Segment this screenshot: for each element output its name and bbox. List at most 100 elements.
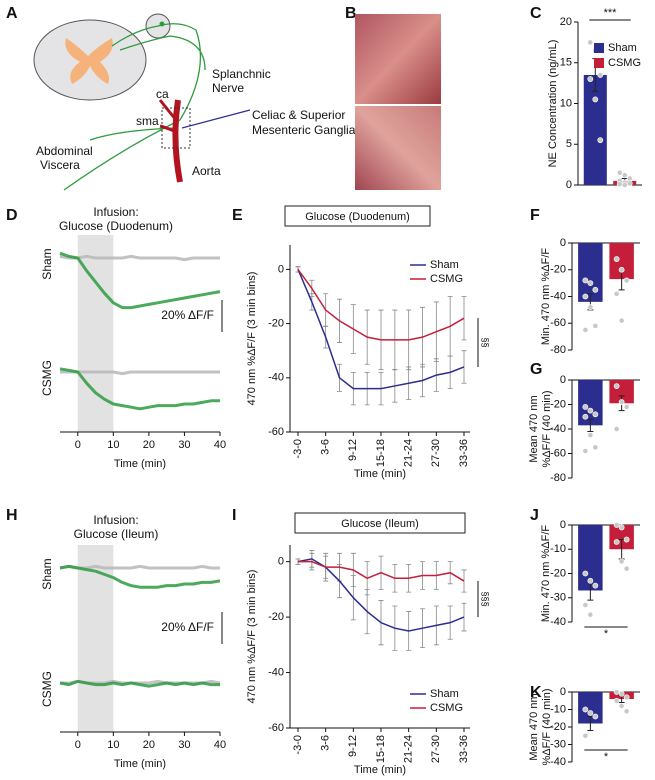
x-tick-label: 21-24 [403,735,415,763]
trace [59,251,221,310]
trace [59,254,220,262]
y-axis-label: %ΔF/F (40 min) [541,390,553,467]
y-tick-label: 20 [560,16,572,28]
panel-letter: E [232,207,243,224]
label: Nerve [212,81,244,95]
series-line [297,268,465,341]
y-tick-label: -10 [550,703,566,715]
panel-letter: D [6,207,18,224]
legend-label: CSMG [430,273,463,285]
data-point [613,256,620,262]
y-tick-label: -40 [268,666,284,678]
y-tick-label: 15 [560,57,572,69]
trace [60,370,220,376]
x-tick-label: 10 [107,439,119,451]
row-label: CSMG [40,360,54,396]
data-point [618,690,625,697]
data-point [582,448,589,454]
x-tick-label: 10 [107,739,119,751]
trace [59,564,220,570]
x-tick-label: 20 [143,439,155,451]
y-tick-label: -10 [550,543,566,555]
chart-title: Glucose (Ileum) [74,527,159,541]
photo [355,14,441,104]
data-point [618,317,625,324]
data-point [592,96,599,103]
chart-title: Glucose (Duodenum) [305,211,410,223]
x-tick-label: 3-6 [320,439,332,455]
y-tick-label: 0 [560,686,566,698]
chart-title: Infusion: [93,513,138,527]
x-axis-label: Time (min) [114,458,166,470]
data-point [582,570,589,577]
data-point [587,577,594,584]
panel-letter: K [530,684,542,701]
data-point [587,76,594,82]
data-point [623,536,630,543]
significance-label: §§§ [481,592,491,607]
panel-letter: I [232,507,236,524]
data-point [621,172,628,179]
row-label: Sham [40,248,54,279]
trace [59,564,221,589]
y-tick-label: 0 [278,556,284,568]
data-point [587,304,594,311]
x-axis-label: Time (min) [354,468,406,480]
error-bar [587,418,594,432]
scale-bar-label: 20% ΔF/F [161,620,214,634]
y-tick-label: 5 [566,138,572,150]
gray-matter [65,38,113,84]
y-tick-label: -40 [550,756,566,768]
data-point [618,266,625,273]
data-point [613,522,620,528]
x-tick-label: 9-12 [347,735,359,757]
significance-label: §§ [481,338,491,348]
y-tick-label: -30 [550,592,566,604]
panel-letter: F [530,207,540,224]
data-point [623,694,630,701]
y-tick-label: 0 [560,374,566,386]
label: Mesenteric Ganglia [252,123,356,137]
panel-letter: G [530,361,542,378]
legend-label: Sham [430,688,459,700]
panel-letter: J [530,507,539,524]
y-axis-label: Min. 470 nm %ΔF/F [540,525,552,622]
y-axis-label: 470 nm %ΔF/F (3 min bins) [246,570,258,704]
y-tick-label: -80 [550,472,566,484]
legend-label: CSMG [430,702,463,714]
y-tick-label: 0 [560,237,566,249]
y-tick-label: -20 [268,611,284,623]
nerve [119,35,206,71]
x-tick-label: -3-0 [292,439,304,459]
x-tick-label: 0 [75,439,81,451]
y-tick-label: 10 [560,97,572,109]
y-tick-label: -60 [268,426,284,438]
bar [578,380,603,426]
data-point [626,180,633,187]
nerve [111,23,202,121]
label: Viscera [40,158,80,172]
row-label: CSMG [40,671,54,707]
x-tick-label: 20 [143,739,155,751]
y-tick-label: 0 [560,519,566,531]
data-point [587,280,594,287]
x-tick-label: 33-36 [458,439,470,467]
data-point [592,713,599,720]
bar [583,74,607,185]
ganglia-box [161,107,191,149]
significance-label: *** [604,7,618,19]
x-tick-label: 3-6 [320,735,332,751]
data-point [582,413,589,420]
x-tick-label: 15-18 [375,439,387,467]
y-tick-label: -20 [550,567,566,579]
data-point [582,404,589,410]
x-tick-label: 40 [214,739,226,751]
y-axis-label: 470 nm %ΔF/F (3 min bins) [246,272,258,406]
data-point [592,286,599,293]
label: Abdominal [36,144,93,158]
y-axis-label: Mean 470 nm [528,395,540,462]
y-tick-label: -40 [550,616,566,628]
y-tick-label: -20 [268,318,284,330]
title-box [284,205,431,227]
label: Splanchnic [212,67,271,81]
